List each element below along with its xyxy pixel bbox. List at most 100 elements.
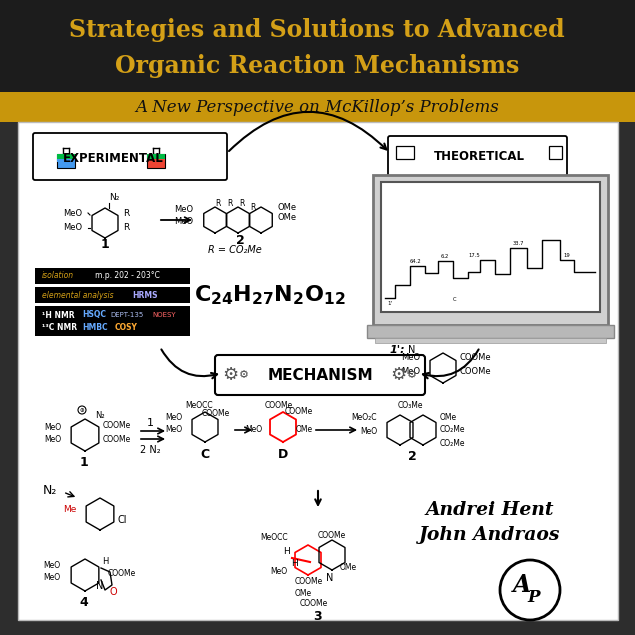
Text: CO₂Me: CO₂Me [440, 425, 465, 434]
Text: NOESY: NOESY [152, 312, 176, 318]
Bar [381, 182, 600, 312]
Text: MeO: MeO [165, 413, 182, 422]
Text: A New Perspective on McKillop’s Problems: A New Perspective on McKillop’s Problems [135, 98, 499, 116]
Bar [375, 338, 606, 343]
Text: N₂: N₂ [95, 410, 105, 420]
Text: 64.2: 64.2 [410, 259, 422, 264]
Text: COOMe: COOMe [103, 436, 131, 444]
Text: Me: Me [63, 505, 76, 514]
Text: R: R [215, 199, 221, 208]
Text: COOMe: COOMe [265, 401, 293, 410]
Bar [18, 122, 618, 620]
Text: R: R [123, 208, 130, 218]
Text: Organic Reaction Mechanisms: Organic Reaction Mechanisms [115, 54, 519, 78]
Text: 6.2: 6.2 [441, 254, 449, 259]
FancyBboxPatch shape [388, 136, 567, 177]
Text: COOMe: COOMe [108, 568, 137, 577]
Text: COOMe: COOMe [460, 368, 491, 377]
Text: COOMe: COOMe [460, 354, 491, 363]
Bar [0, 0, 635, 92]
Text: COSY: COSY [115, 323, 138, 333]
Text: OMe: OMe [295, 589, 312, 598]
Text: ⚙: ⚙ [239, 370, 249, 380]
Text: ⚙: ⚙ [390, 366, 406, 384]
Text: N: N [97, 581, 104, 591]
Text: N: N [326, 573, 333, 583]
Text: Strategies and Solutions to Advanced: Strategies and Solutions to Advanced [69, 18, 565, 42]
Bar [57, 154, 75, 159]
Text: MeO: MeO [165, 425, 182, 434]
Text: 1': 1' [387, 301, 392, 306]
Bar [35, 268, 190, 284]
Bar [373, 175, 608, 325]
Text: DEPT-135: DEPT-135 [110, 312, 144, 318]
Text: H: H [102, 558, 109, 566]
Polygon shape [147, 154, 165, 168]
Text: 4: 4 [79, 596, 88, 608]
Text: MeOCC: MeOCC [260, 533, 288, 542]
Text: Andrei Hent: Andrei Hent [425, 501, 554, 519]
Text: isolation: isolation [42, 272, 74, 281]
Text: OMe: OMe [296, 425, 313, 434]
Text: OMe: OMe [440, 413, 457, 422]
Text: ¹³C NMR: ¹³C NMR [42, 323, 77, 333]
Text: COOMe: COOMe [202, 408, 231, 417]
Circle shape [500, 560, 560, 620]
Text: m.p. 202 - 203°C: m.p. 202 - 203°C [95, 272, 160, 281]
Text: MeO: MeO [360, 427, 377, 436]
FancyBboxPatch shape [215, 355, 425, 395]
Text: MECHANISM: MECHANISM [267, 368, 373, 382]
Text: ¹H NMR: ¹H NMR [42, 311, 75, 319]
Bar [396, 146, 414, 159]
Text: ⊕: ⊕ [79, 408, 84, 413]
Text: H: H [283, 547, 290, 556]
Text: R: R [239, 199, 244, 208]
Bar [549, 146, 562, 159]
Text: MeO: MeO [401, 354, 420, 363]
Text: COOMe: COOMe [285, 408, 313, 417]
Text: CO₂Me: CO₂Me [440, 439, 465, 448]
Text: EXPERIMENTAL: EXPERIMENTAL [63, 152, 163, 164]
Text: D: D [278, 448, 288, 462]
Text: C: C [453, 297, 457, 302]
Text: A: A [513, 573, 531, 597]
Text: ⚙: ⚙ [222, 366, 238, 384]
Text: OMe: OMe [340, 563, 357, 573]
Text: P: P [528, 589, 540, 606]
Text: THEORETICAL: THEORETICAL [434, 150, 525, 163]
Polygon shape [57, 154, 75, 168]
Text: R = CO₂Me: R = CO₂Me [208, 245, 262, 255]
Text: MeO: MeO [43, 573, 60, 582]
Text: C: C [201, 448, 210, 462]
Text: HSQC: HSQC [82, 311, 106, 319]
Text: 1: 1 [147, 418, 154, 428]
Text: COOMe: COOMe [300, 599, 328, 608]
Bar [147, 154, 165, 159]
Text: 1: 1 [79, 457, 88, 469]
Text: elemental analysis: elemental analysis [42, 290, 114, 300]
Text: 2 N₂: 2 N₂ [140, 445, 160, 455]
Bar [367, 325, 614, 338]
Text: HMBC: HMBC [82, 323, 107, 333]
Bar [35, 287, 190, 303]
Text: N₂: N₂ [43, 483, 57, 497]
Text: 2: 2 [408, 450, 417, 464]
Text: N₂: N₂ [109, 194, 119, 203]
Text: MeO₂C: MeO₂C [352, 413, 377, 422]
Text: 1: 1 [100, 239, 109, 251]
Bar [57, 159, 75, 162]
Text: 2: 2 [236, 234, 244, 246]
Text: MeO: MeO [401, 368, 420, 377]
Text: R: R [227, 199, 232, 208]
Text: H: H [291, 559, 298, 568]
Text: 17.5: 17.5 [468, 253, 480, 258]
Text: CO₃Me: CO₃Me [398, 401, 423, 410]
Text: OMe: OMe [277, 203, 296, 211]
Text: MeO: MeO [63, 224, 82, 232]
Text: 33.7: 33.7 [512, 241, 524, 246]
Text: COOMe: COOMe [103, 420, 131, 429]
Bar [0, 92, 635, 122]
Text: MeO: MeO [44, 436, 61, 444]
Text: COOMe: COOMe [318, 530, 346, 540]
Text: COOMe: COOMe [295, 577, 323, 587]
